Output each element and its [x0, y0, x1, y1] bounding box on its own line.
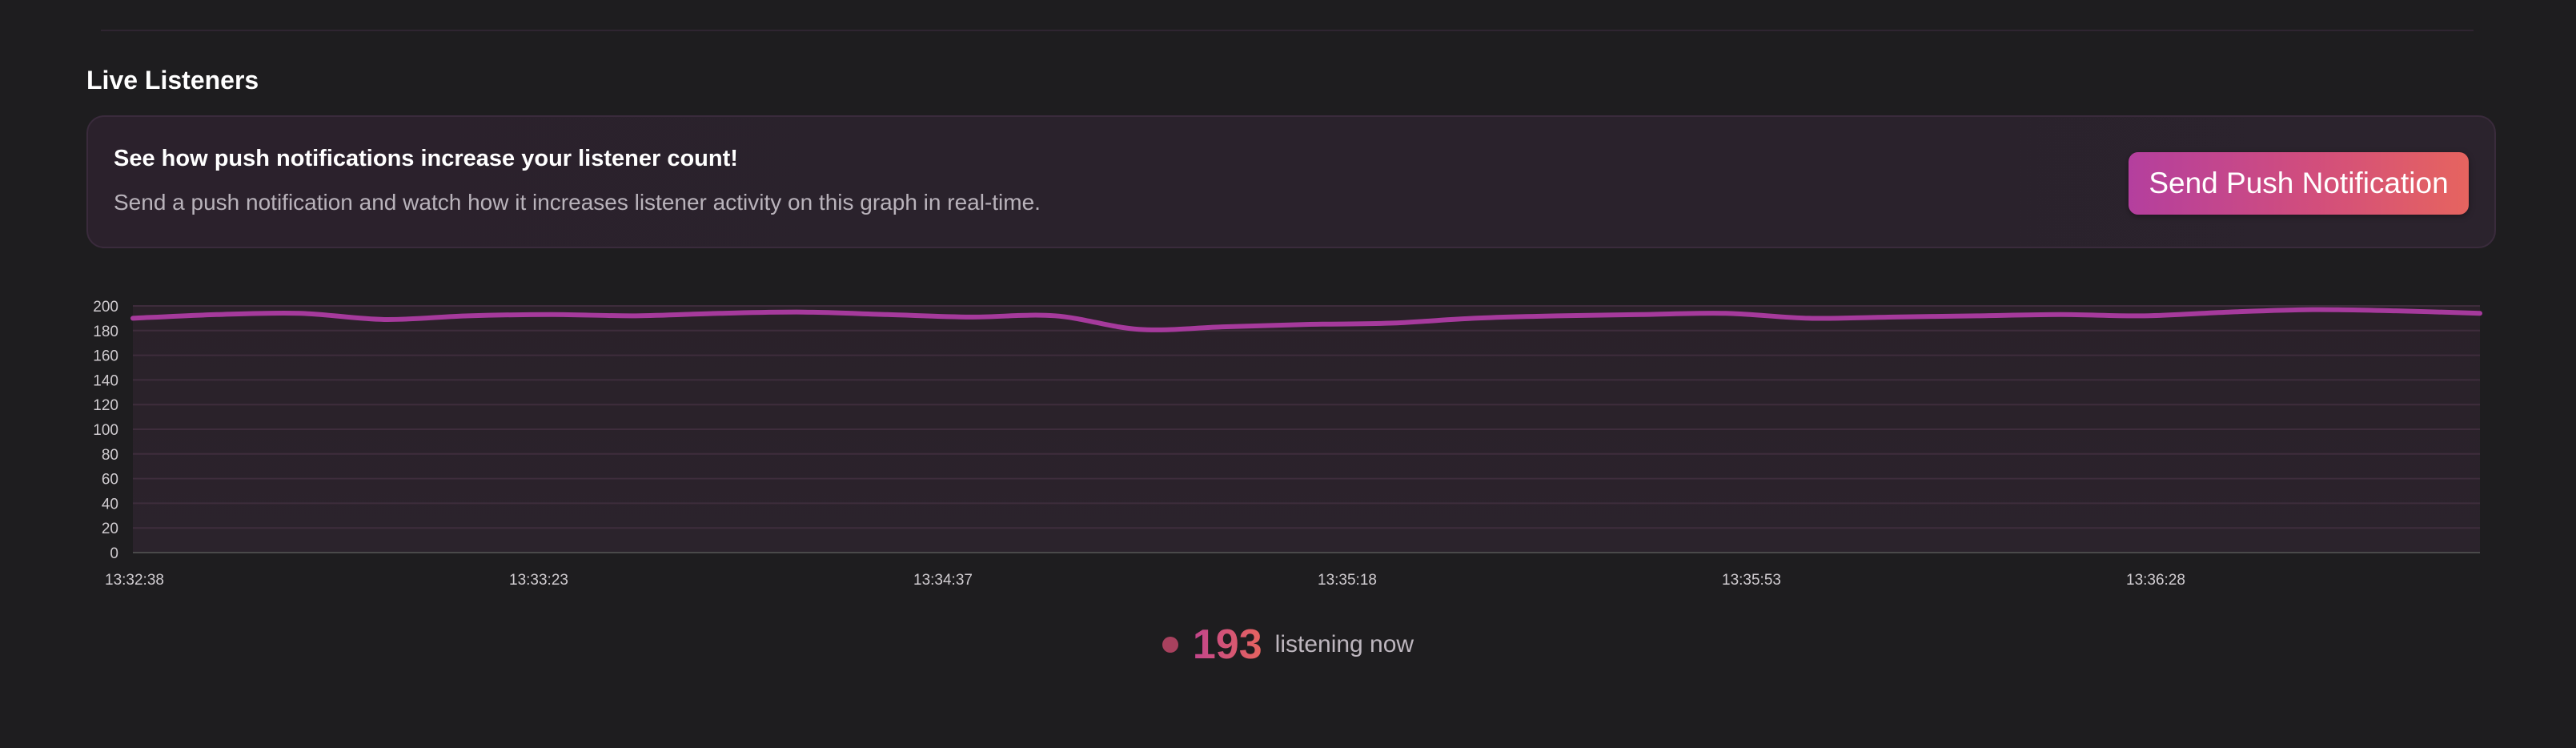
y-tick-label: 80	[102, 447, 118, 464]
listeners-chart: 0 20 40 60 80 100 120 140 160 180 200 13:32:38 13:33…	[0, 284, 2576, 605]
live-dot-icon	[1162, 637, 1178, 653]
x-tick-label: 13:32:38	[105, 572, 164, 589]
y-tick-label: 60	[102, 472, 118, 489]
listening-now-status: 193 listening now	[0, 617, 2576, 673]
y-tick-label: 40	[102, 496, 118, 513]
listeners-chart-svg: 0 20 40 60 80 100 120 140 160 180 200 13:32:38 13:33…	[93, 299, 2482, 589]
x-tick-label: 13:34:37	[913, 572, 973, 589]
y-tick-label: 140	[93, 372, 118, 389]
y-tick-label: 100	[93, 422, 118, 439]
push-promo-card: See how push notifications increase your…	[86, 115, 2496, 248]
x-tick-label: 13:36:28	[2126, 572, 2185, 589]
x-tick-label: 13:35:53	[1722, 572, 1781, 589]
y-tick-label: 20	[102, 521, 118, 537]
x-tick-label: 13:33:23	[509, 572, 568, 589]
listening-now-label: listening now	[1274, 631, 1414, 658]
y-tick-label: 120	[93, 397, 118, 414]
listener-count: 193	[1192, 621, 1262, 668]
send-push-notification-button[interactable]: Send Push Notification	[2129, 152, 2469, 215]
x-tick-label: 13:35:18	[1318, 572, 1377, 589]
section-title: Live Listeners	[86, 66, 259, 95]
y-tick-label: 180	[93, 324, 118, 340]
y-tick-label: 160	[93, 348, 118, 365]
top-divider	[101, 30, 2474, 31]
y-tick-label: 200	[93, 299, 118, 316]
promo-description: Send a push notification and watch how i…	[114, 190, 1041, 215]
promo-heading: See how push notifications increase your…	[114, 146, 738, 171]
y-tick-label: 0	[110, 545, 118, 562]
